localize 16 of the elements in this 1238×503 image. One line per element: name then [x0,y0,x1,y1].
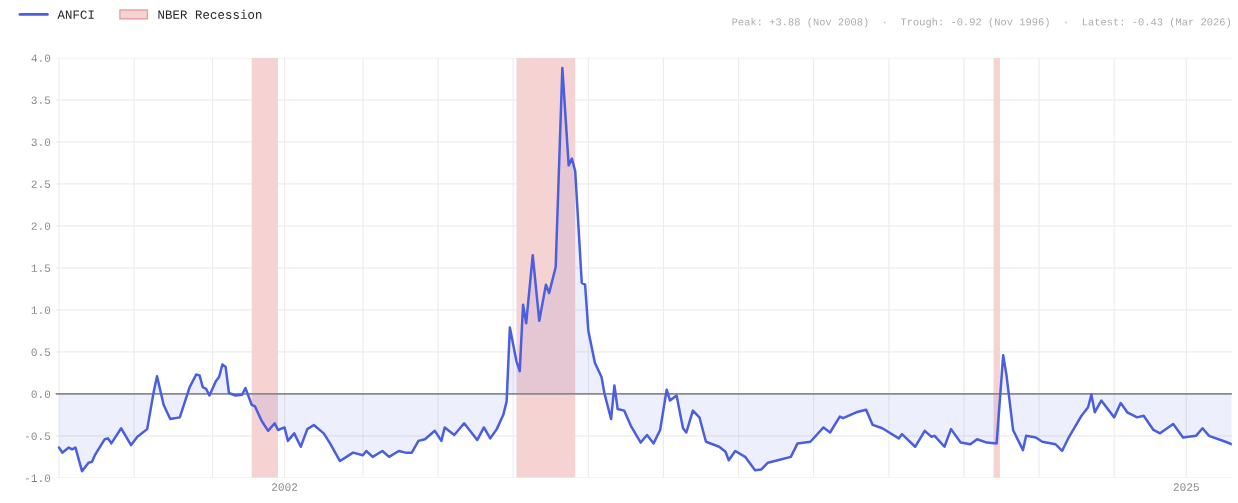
y-tick-label: -1.0 [25,474,51,482]
y-tick-label: 3.0 [31,138,51,146]
legend-label: NBER Recession [158,9,262,19]
legend-label: ANFCI [57,10,94,19]
y-tick-label: 2.0 [31,222,51,230]
y-tick-label: 2.5 [31,180,51,188]
y-tick-label: 0.0 [31,390,51,398]
y-tick-label: 4.0 [31,54,51,62]
y-tick-label: 1.5 [31,264,51,272]
y-tick-label: 3.5 [31,96,51,104]
text: Peak: +3.88 (Nov 2008) · Trough: -0.92 (Nov 1996) · Latest: -0.43 (Mar 2026) [732,17,1231,28]
x-tick-label: 2002 [272,483,298,491]
y-tick-label: 0.5 [31,348,51,356]
y-tick-label: 1.0 [31,306,51,314]
x-tick-label: 2025 [1173,483,1199,491]
y-tick-label: -0.5 [25,432,51,440]
